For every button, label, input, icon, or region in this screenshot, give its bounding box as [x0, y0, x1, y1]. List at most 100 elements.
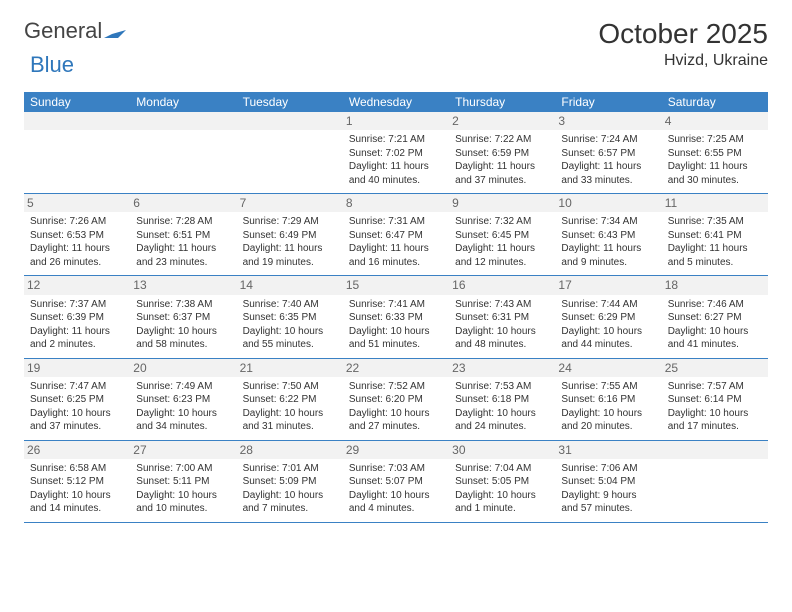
daylight-text: Daylight: 11 hours and 23 minutes.: [136, 242, 230, 269]
sunrise-text: Sunrise: 7:44 AM: [561, 298, 655, 312]
sunrise-text: Sunrise: 7:24 AM: [561, 133, 655, 147]
daylight-text: Daylight: 10 hours and 31 minutes.: [243, 407, 337, 434]
calendar-cell: 1Sunrise: 7:21 AMSunset: 7:02 PMDaylight…: [343, 112, 449, 193]
calendar-cell: 25Sunrise: 7:57 AMSunset: 6:14 PMDayligh…: [662, 359, 768, 440]
calendar-week-row: 12Sunrise: 7:37 AMSunset: 6:39 PMDayligh…: [24, 276, 768, 358]
calendar-cell: 3Sunrise: 7:24 AMSunset: 6:57 PMDaylight…: [555, 112, 661, 193]
sunrise-text: Sunrise: 7:50 AM: [243, 380, 337, 394]
day-number: 25: [662, 359, 768, 377]
sunrise-text: Sunrise: 7:32 AM: [455, 215, 549, 229]
sunset-text: Sunset: 6:27 PM: [668, 311, 762, 325]
sunrise-text: Sunrise: 7:43 AM: [455, 298, 549, 312]
day-number: [662, 441, 768, 459]
sunset-text: Sunset: 6:29 PM: [561, 311, 655, 325]
calendar-cell: 30Sunrise: 7:04 AMSunset: 5:05 PMDayligh…: [449, 441, 555, 522]
daylight-text: Daylight: 11 hours and 30 minutes.: [668, 160, 762, 187]
day-number: 28: [237, 441, 343, 459]
daylight-text: Daylight: 11 hours and 33 minutes.: [561, 160, 655, 187]
daylight-text: Daylight: 10 hours and 4 minutes.: [349, 489, 443, 516]
sunset-text: Sunset: 6:25 PM: [30, 393, 124, 407]
day-number: [24, 112, 130, 130]
sunrise-text: Sunrise: 7:46 AM: [668, 298, 762, 312]
daylight-text: Daylight: 11 hours and 16 minutes.: [349, 242, 443, 269]
day-number: 18: [662, 276, 768, 294]
sunrise-text: Sunrise: 7:37 AM: [30, 298, 124, 312]
day-number: 29: [343, 441, 449, 459]
day-number: 7: [237, 194, 343, 212]
calendar-cell: 19Sunrise: 7:47 AMSunset: 6:25 PMDayligh…: [24, 359, 130, 440]
daylight-text: Daylight: 10 hours and 51 minutes.: [349, 325, 443, 352]
calendar-cell: 22Sunrise: 7:52 AMSunset: 6:20 PMDayligh…: [343, 359, 449, 440]
calendar-cell: 11Sunrise: 7:35 AMSunset: 6:41 PMDayligh…: [662, 194, 768, 275]
calendar-cell: 5Sunrise: 7:26 AMSunset: 6:53 PMDaylight…: [24, 194, 130, 275]
day-number: 1: [343, 112, 449, 130]
day-number: 27: [130, 441, 236, 459]
calendar-cell: 20Sunrise: 7:49 AMSunset: 6:23 PMDayligh…: [130, 359, 236, 440]
calendar-cell: [130, 112, 236, 193]
brand-logo: General: [24, 18, 128, 44]
calendar-cell: 6Sunrise: 7:28 AMSunset: 6:51 PMDaylight…: [130, 194, 236, 275]
calendar-cell: 12Sunrise: 7:37 AMSunset: 6:39 PMDayligh…: [24, 276, 130, 357]
day-number: 6: [130, 194, 236, 212]
daylight-text: Daylight: 11 hours and 9 minutes.: [561, 242, 655, 269]
day-number: 16: [449, 276, 555, 294]
calendar-cell: 26Sunrise: 6:58 AMSunset: 5:12 PMDayligh…: [24, 441, 130, 522]
sunset-text: Sunset: 5:05 PM: [455, 475, 549, 489]
sunset-text: Sunset: 6:22 PM: [243, 393, 337, 407]
sunset-text: Sunset: 6:55 PM: [668, 147, 762, 161]
sunrise-text: Sunrise: 7:06 AM: [561, 462, 655, 476]
day-number: 5: [24, 194, 130, 212]
brand-text-general: General: [24, 18, 102, 44]
calendar-week-row: 26Sunrise: 6:58 AMSunset: 5:12 PMDayligh…: [24, 441, 768, 523]
day-number: 30: [449, 441, 555, 459]
sunset-text: Sunset: 7:02 PM: [349, 147, 443, 161]
sunrise-text: Sunrise: 7:40 AM: [243, 298, 337, 312]
sunset-text: Sunset: 5:07 PM: [349, 475, 443, 489]
day-number: 22: [343, 359, 449, 377]
calendar-cell: 16Sunrise: 7:43 AMSunset: 6:31 PMDayligh…: [449, 276, 555, 357]
sunset-text: Sunset: 5:09 PM: [243, 475, 337, 489]
day-number: 26: [24, 441, 130, 459]
sunset-text: Sunset: 6:16 PM: [561, 393, 655, 407]
calendar-cell: 7Sunrise: 7:29 AMSunset: 6:49 PMDaylight…: [237, 194, 343, 275]
daylight-text: Daylight: 10 hours and 7 minutes.: [243, 489, 337, 516]
location-label: Hvizd, Ukraine: [598, 52, 768, 70]
day-number: 15: [343, 276, 449, 294]
sunset-text: Sunset: 6:59 PM: [455, 147, 549, 161]
day-number: 19: [24, 359, 130, 377]
sunrise-text: Sunrise: 7:21 AM: [349, 133, 443, 147]
weekday-header: Wednesday: [343, 92, 449, 112]
sunset-text: Sunset: 6:45 PM: [455, 229, 549, 243]
calendar-cell: 27Sunrise: 7:00 AMSunset: 5:11 PMDayligh…: [130, 441, 236, 522]
day-number: 8: [343, 194, 449, 212]
sunrise-text: Sunrise: 7:04 AM: [455, 462, 549, 476]
sunrise-text: Sunrise: 7:41 AM: [349, 298, 443, 312]
sunrise-text: Sunrise: 7:26 AM: [30, 215, 124, 229]
daylight-text: Daylight: 11 hours and 5 minutes.: [668, 242, 762, 269]
sunrise-text: Sunrise: 7:25 AM: [668, 133, 762, 147]
sunset-text: Sunset: 6:41 PM: [668, 229, 762, 243]
day-number: 31: [555, 441, 661, 459]
sunrise-text: Sunrise: 7:00 AM: [136, 462, 230, 476]
day-number: 14: [237, 276, 343, 294]
sunset-text: Sunset: 6:18 PM: [455, 393, 549, 407]
calendar-cell: 10Sunrise: 7:34 AMSunset: 6:43 PMDayligh…: [555, 194, 661, 275]
day-number: 20: [130, 359, 236, 377]
day-number: 9: [449, 194, 555, 212]
day-number: 23: [449, 359, 555, 377]
sunrise-text: Sunrise: 7:28 AM: [136, 215, 230, 229]
sunrise-text: Sunrise: 7:53 AM: [455, 380, 549, 394]
day-number: 24: [555, 359, 661, 377]
sunset-text: Sunset: 6:20 PM: [349, 393, 443, 407]
daylight-text: Daylight: 10 hours and 10 minutes.: [136, 489, 230, 516]
sunset-text: Sunset: 6:39 PM: [30, 311, 124, 325]
weekday-header: Tuesday: [237, 92, 343, 112]
sunset-text: Sunset: 6:57 PM: [561, 147, 655, 161]
sunrise-text: Sunrise: 7:35 AM: [668, 215, 762, 229]
calendar-cell: 23Sunrise: 7:53 AMSunset: 6:18 PMDayligh…: [449, 359, 555, 440]
sunrise-text: Sunrise: 7:49 AM: [136, 380, 230, 394]
daylight-text: Daylight: 11 hours and 2 minutes.: [30, 325, 124, 352]
sunrise-text: Sunrise: 7:38 AM: [136, 298, 230, 312]
calendar-cell: 14Sunrise: 7:40 AMSunset: 6:35 PMDayligh…: [237, 276, 343, 357]
daylight-text: Daylight: 10 hours and 41 minutes.: [668, 325, 762, 352]
